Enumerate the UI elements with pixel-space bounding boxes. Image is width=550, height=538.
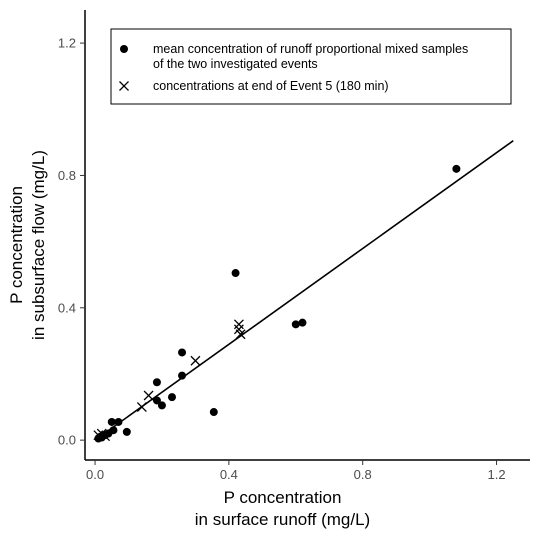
y-tick-label: 0.4 xyxy=(58,300,76,315)
data-point-circle xyxy=(152,378,161,387)
data-point-cross xyxy=(100,431,111,442)
data-point-circle xyxy=(291,320,300,329)
data-point-circle xyxy=(167,393,176,402)
data-point-circle xyxy=(452,164,461,173)
y-tick-label: 0.0 xyxy=(58,433,76,448)
x-tick-label: 0.4 xyxy=(220,467,238,482)
data-point-circle xyxy=(152,396,161,405)
data-point-circle xyxy=(298,318,307,327)
fit-line-layer xyxy=(94,140,514,441)
data-point-circle xyxy=(231,269,240,278)
data-point-circle xyxy=(157,401,166,410)
cross-stroke xyxy=(190,355,201,366)
legend-circle-marker xyxy=(120,45,128,53)
regression-line xyxy=(94,140,514,441)
y-axis-title: P concentration xyxy=(7,186,26,304)
data-point-circle xyxy=(122,427,131,436)
legend-label: mean concentration of runoff proportiona… xyxy=(153,42,468,56)
cross-stroke xyxy=(235,329,246,340)
data-point-circle xyxy=(178,371,187,380)
data-point-cross xyxy=(235,329,246,340)
x-tick-label: 0.8 xyxy=(354,467,372,482)
legend-box xyxy=(110,28,512,105)
cross-stroke xyxy=(233,324,244,335)
legend-label: concentrations at end of Event 5 (180 mi… xyxy=(153,79,389,93)
legend-label: of the two investigated events xyxy=(153,57,318,71)
data-point-circle xyxy=(209,408,218,417)
data-point-cross xyxy=(136,402,147,413)
x-tick-label: 1.2 xyxy=(488,467,506,482)
cross-stroke xyxy=(100,431,111,442)
data-point-circle xyxy=(114,417,123,426)
x-tick-label: 0.0 xyxy=(86,467,104,482)
legend: mean concentration of runoff proportiona… xyxy=(110,28,512,105)
cross-stroke xyxy=(136,402,147,413)
points-layer xyxy=(93,164,461,443)
y-axis-title: in subsurface flow (mg/L) xyxy=(29,150,48,340)
y-tick-label: 1.2 xyxy=(58,36,76,51)
cross-stroke xyxy=(143,390,154,401)
data-point-cross xyxy=(233,319,244,330)
data-point-circle xyxy=(178,348,187,357)
legend-cross-marker xyxy=(119,81,129,91)
data-point-cross xyxy=(143,390,154,401)
y-tick-label: 0.8 xyxy=(58,168,76,183)
cross-stroke xyxy=(119,81,129,91)
data-point-circle xyxy=(107,417,116,426)
cross-stroke xyxy=(233,319,244,330)
data-point-cross xyxy=(190,355,201,366)
x-axis-title: in surface runoff (mg/L) xyxy=(195,510,370,529)
x-axis-title: P concentration xyxy=(224,488,342,507)
axes-layer: 0.0 0.4 0.8 1.20.00.40.81.2P concentrationi… xyxy=(7,10,530,529)
